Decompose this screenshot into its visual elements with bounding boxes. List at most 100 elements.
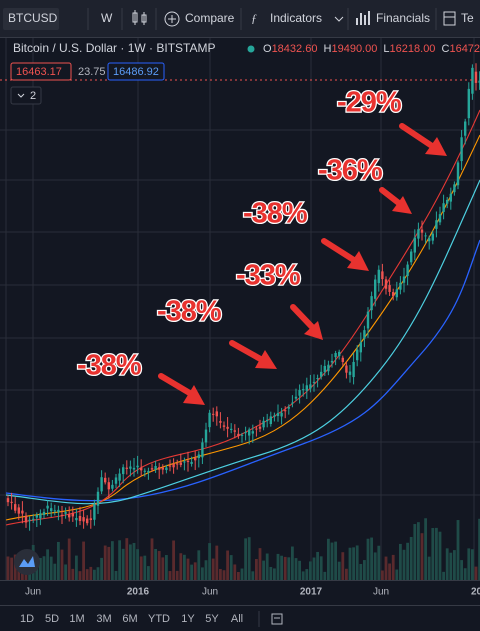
logo[interactable] <box>14 549 40 575</box>
x-tick-label: 2017 <box>300 587 323 598</box>
candle-body <box>21 510 24 514</box>
candle-body <box>165 467 168 471</box>
timeframe-button[interactable]: 6M <box>122 613 137 625</box>
volume-bar <box>449 552 453 580</box>
volume-bar <box>100 557 103 580</box>
candle-body <box>298 390 301 396</box>
dropdown-chevron[interactable] <box>334 16 344 22</box>
timeframe-button[interactable]: 1D <box>20 613 34 625</box>
timeframe-button[interactable]: All <box>231 613 243 625</box>
candle-body <box>53 510 56 512</box>
candle-body <box>474 71 478 83</box>
candle-body <box>251 431 254 434</box>
volume-bar <box>273 568 276 580</box>
compare-icon[interactable] <box>164 11 180 27</box>
candle-body <box>147 470 150 473</box>
candle-body <box>417 229 420 239</box>
volume-bar <box>226 550 229 580</box>
candle-body <box>266 419 269 422</box>
moving-average <box>5 179 480 505</box>
candle-body <box>460 137 463 162</box>
timeframe-button[interactable]: 5Y <box>205 613 219 625</box>
candle-body <box>359 342 362 353</box>
candle-body <box>114 477 118 484</box>
volume-bar <box>49 556 53 580</box>
candle-body <box>186 460 190 463</box>
volume-bar <box>438 531 442 580</box>
candle-body <box>438 214 442 223</box>
bid-box[interactable] <box>10 62 72 81</box>
financials-button[interactable]: Financials <box>376 11 430 25</box>
candle-body <box>456 162 460 186</box>
candle-body <box>305 385 308 391</box>
volume-bar <box>125 538 129 580</box>
goto-date-icon[interactable] <box>271 613 283 625</box>
indicators-button[interactable]: Indicators <box>270 11 322 25</box>
volume-bar <box>118 540 121 580</box>
candle-body <box>64 512 67 514</box>
candle-body <box>348 371 352 375</box>
candle-body <box>352 361 355 378</box>
financials-icon[interactable] <box>356 11 370 25</box>
templates-icon[interactable] <box>443 11 456 26</box>
volume-bar <box>114 570 118 580</box>
volume-bar <box>402 549 406 580</box>
chart-type-icon[interactable] <box>132 10 147 25</box>
timeframe-button[interactable]: 3M <box>96 613 111 625</box>
volume-bar <box>233 564 237 580</box>
volume-bar <box>312 557 316 580</box>
candle-body <box>327 364 330 372</box>
candle-body <box>46 505 49 509</box>
volume-bar <box>373 552 377 580</box>
volume-bar <box>265 553 269 580</box>
volume-bar <box>431 528 435 580</box>
symbol-box[interactable] <box>3 8 59 30</box>
volume-bar <box>121 548 125 580</box>
candle-body <box>122 467 125 475</box>
indicators-icon[interactable]: ƒ <box>251 11 257 25</box>
volume-bar <box>305 569 309 580</box>
timeframe-bar: 1D 5D 1M 3M 6M YTD 1Y 5Y All <box>20 613 243 625</box>
candle-body <box>374 279 377 299</box>
volume-bar <box>417 522 420 580</box>
interval[interactable]: W <box>101 11 113 25</box>
candle-body <box>24 515 28 523</box>
volume-bar <box>445 548 449 580</box>
ask-box[interactable] <box>107 62 165 81</box>
candle-body <box>10 501 13 503</box>
logo-icon[interactable] <box>19 556 35 567</box>
volume-bar <box>215 545 219 580</box>
volume-bar <box>179 553 183 580</box>
templates-button[interactable]: Te <box>461 11 474 25</box>
timeframe-button[interactable]: YTD <box>148 613 170 625</box>
candle-body <box>471 67 474 94</box>
annotation: -38% <box>157 296 222 328</box>
timeframe-button[interactable]: 5D <box>45 613 59 625</box>
timeframe-button[interactable]: 1Y <box>181 613 195 625</box>
volume-bar <box>89 566 93 580</box>
spread: 23.75 <box>78 66 106 78</box>
volume-bar <box>474 566 478 580</box>
candle-body <box>104 477 107 483</box>
candle-body <box>258 426 262 429</box>
candle-body <box>89 518 92 521</box>
x-tick-label: Jun <box>25 587 41 598</box>
collapse-button[interactable] <box>10 86 42 105</box>
volume-bar <box>352 547 355 580</box>
collapse-chevron[interactable] <box>17 93 25 98</box>
symbol[interactable]: BTCUSD <box>8 11 58 25</box>
candle-body <box>237 433 240 437</box>
timeframe-button[interactable]: 1M <box>69 613 84 625</box>
volume-bar <box>186 558 190 580</box>
volume-bar <box>190 564 193 580</box>
volume-bar <box>384 556 388 580</box>
indicator-count[interactable]: 2 <box>30 90 36 102</box>
bid-price[interactable]: 16463.17 <box>16 66 62 78</box>
candle-body <box>410 251 413 263</box>
arrows <box>158 123 447 405</box>
ask-price[interactable]: 16486.92 <box>113 66 159 78</box>
volume-bar <box>363 560 366 580</box>
candle-body <box>262 420 265 428</box>
compare-button[interactable]: Compare <box>185 11 235 25</box>
